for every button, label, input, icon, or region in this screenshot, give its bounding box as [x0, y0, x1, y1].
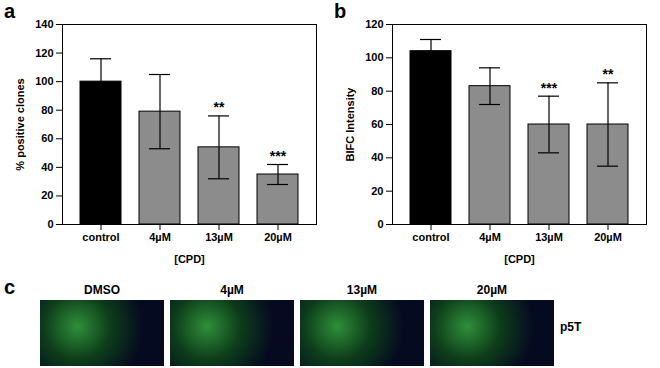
svg-text:20µM: 20µM — [264, 231, 292, 243]
svg-text:***: *** — [541, 80, 558, 96]
svg-text:20µM: 20µM — [594, 231, 622, 243]
svg-text:100: 100 — [35, 75, 53, 87]
svg-text:60: 60 — [41, 132, 53, 144]
svg-text:20: 20 — [41, 189, 53, 201]
svg-text:**: ** — [603, 66, 614, 82]
html-text:DMSO: DMSO — [84, 283, 120, 297]
html-text:c: c — [4, 276, 16, 298]
svg-text:80: 80 — [371, 85, 383, 97]
html-text:20µM: 20µM — [476, 283, 508, 297]
svg-text:60: 60 — [371, 118, 383, 130]
svg-text:120: 120 — [35, 47, 53, 59]
html-text:4µM: 4µM — [220, 283, 244, 297]
svg-text:[CPD]: [CPD] — [174, 253, 205, 265]
svg-text:**: ** — [214, 99, 225, 115]
svg-text:[CPD]: [CPD] — [504, 253, 535, 265]
svg-text:13µM: 13µM — [535, 231, 563, 243]
svg-text:120: 120 — [365, 18, 383, 30]
svg-text:control: control — [412, 231, 449, 243]
html-text:p5T: p5T — [560, 320, 582, 334]
svg-text:100: 100 — [365, 51, 383, 63]
svg-text:80: 80 — [41, 104, 53, 116]
svg-text:0: 0 — [47, 218, 53, 230]
html-text:a: a — [4, 0, 16, 22]
svg-text:40: 40 — [371, 151, 383, 163]
svg-text:4µM: 4µM — [479, 231, 501, 243]
svg-text:40: 40 — [41, 161, 53, 173]
svg-text:***: *** — [270, 148, 287, 164]
svg-text:20: 20 — [371, 185, 383, 197]
svg-text:control: control — [82, 231, 119, 243]
svg-text:4µM: 4µM — [149, 231, 171, 243]
svg-text:0: 0 — [377, 218, 383, 230]
svg-text:% positive clones: % positive clones — [14, 78, 26, 170]
svg-text:BIFC Intensity: BIFC Intensity — [344, 87, 356, 162]
html-text:b: b — [334, 0, 347, 22]
html-text:13µM: 13µM — [346, 283, 378, 297]
svg-text:140: 140 — [35, 18, 53, 30]
svg-text:13µM: 13µM — [205, 231, 233, 243]
